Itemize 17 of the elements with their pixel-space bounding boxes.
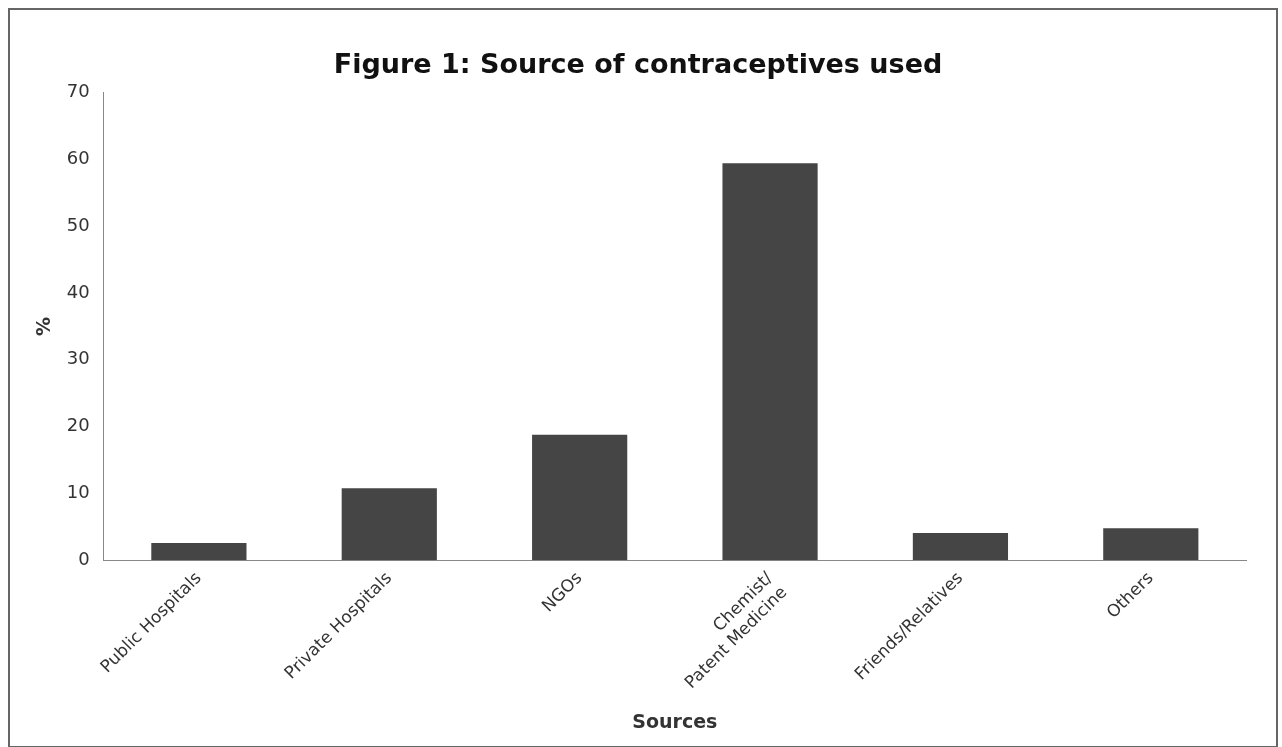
y-tick-label: 10 [66, 481, 90, 503]
y-tick-label: 70 [66, 80, 90, 102]
y-axis-title: % [32, 316, 55, 336]
bar [912, 532, 1009, 561]
y-tick-label: 50 [66, 213, 90, 235]
chart-title: Figure 1: Source of contraceptives used [333, 48, 943, 80]
bar [341, 488, 437, 561]
y-tick-label: 40 [66, 280, 90, 302]
y-tick-label: 30 [66, 347, 90, 369]
x-axis-title: Sources [632, 709, 718, 732]
bar [532, 434, 628, 561]
y-tick-label: 0 [78, 548, 90, 569]
y-tick-label: 60 [66, 146, 90, 168]
bar [1103, 528, 1199, 561]
bar [722, 163, 818, 561]
bar [151, 542, 247, 561]
y-tick-label: 20 [66, 414, 90, 436]
